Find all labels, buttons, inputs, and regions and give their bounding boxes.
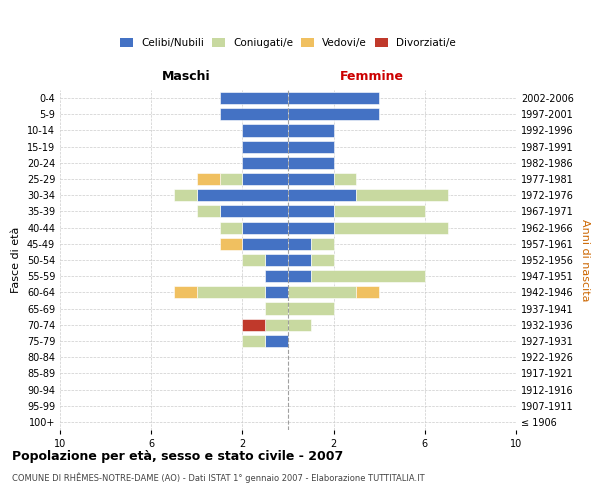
Bar xyxy=(288,286,356,298)
Bar xyxy=(242,238,288,250)
Bar xyxy=(197,286,265,298)
Text: Maschi: Maschi xyxy=(161,70,211,82)
Bar xyxy=(288,189,356,202)
Bar xyxy=(288,157,334,169)
Bar xyxy=(220,173,242,185)
Bar xyxy=(334,206,425,218)
Bar xyxy=(242,173,288,185)
Bar xyxy=(242,335,265,347)
Bar xyxy=(242,318,265,331)
Bar xyxy=(356,189,448,202)
Bar xyxy=(265,302,288,314)
Bar xyxy=(265,318,288,331)
Bar xyxy=(288,92,379,104)
Bar xyxy=(242,222,288,234)
Bar xyxy=(334,222,448,234)
Bar xyxy=(334,173,356,185)
Y-axis label: Anni di nascita: Anni di nascita xyxy=(580,218,590,301)
Text: COMUNE DI RHÊMES-NOTRE-DAME (AO) - Dati ISTAT 1° gennaio 2007 - Elaborazione TUT: COMUNE DI RHÊMES-NOTRE-DAME (AO) - Dati … xyxy=(12,472,425,483)
Bar xyxy=(288,318,311,331)
Bar xyxy=(220,92,288,104)
Bar xyxy=(174,189,197,202)
Bar xyxy=(288,270,311,282)
Bar xyxy=(288,222,334,234)
Bar xyxy=(356,286,379,298)
Bar xyxy=(288,206,334,218)
Bar xyxy=(197,189,288,202)
Bar xyxy=(288,140,334,152)
Bar xyxy=(265,335,288,347)
Bar xyxy=(288,173,334,185)
Bar xyxy=(242,140,288,152)
Bar xyxy=(288,254,311,266)
Bar xyxy=(220,238,242,250)
Y-axis label: Fasce di età: Fasce di età xyxy=(11,227,21,293)
Text: Popolazione per età, sesso e stato civile - 2007: Popolazione per età, sesso e stato civil… xyxy=(12,450,343,463)
Bar xyxy=(242,254,265,266)
Bar xyxy=(242,124,288,136)
Bar xyxy=(197,206,220,218)
Bar xyxy=(288,238,311,250)
Bar xyxy=(197,173,220,185)
Text: Femmine: Femmine xyxy=(340,70,404,82)
Bar xyxy=(174,286,197,298)
Bar xyxy=(311,254,334,266)
Bar xyxy=(220,222,242,234)
Bar xyxy=(288,108,379,120)
Bar xyxy=(265,254,288,266)
Bar xyxy=(311,238,334,250)
Bar xyxy=(265,270,288,282)
Bar xyxy=(265,286,288,298)
Bar xyxy=(220,108,288,120)
Legend: Celibi/Nubili, Coniugati/e, Vedovi/e, Divorziati/e: Celibi/Nubili, Coniugati/e, Vedovi/e, Di… xyxy=(116,34,460,52)
Bar xyxy=(288,302,334,314)
Bar xyxy=(288,124,334,136)
Bar xyxy=(311,270,425,282)
Bar xyxy=(242,157,288,169)
Bar xyxy=(220,206,288,218)
